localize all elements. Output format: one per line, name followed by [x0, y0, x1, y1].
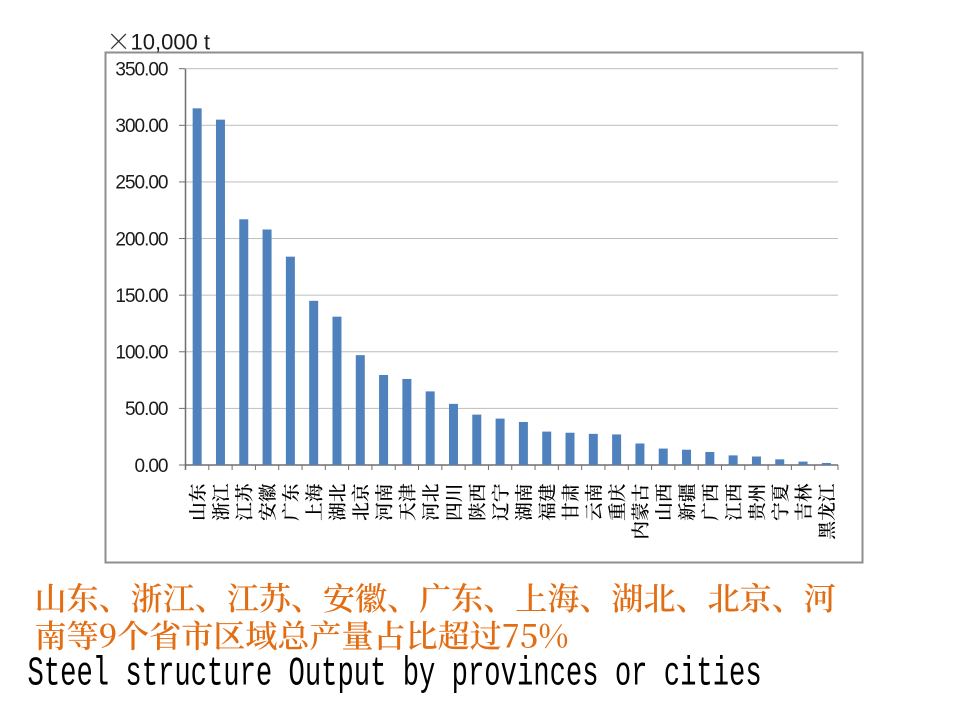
svg-text:50.00: 50.00	[125, 399, 168, 420]
svg-text:150.00: 150.00	[115, 286, 168, 307]
svg-text:100.00: 100.00	[115, 343, 168, 364]
svg-text:Steel structure Output by prov: Steel structure Output by provinces or c…	[28, 651, 762, 697]
svg-text:200.00: 200.00	[115, 229, 168, 250]
svg-text:350.00: 350.00	[115, 60, 168, 81]
svg-text:10,000 t: 10,000 t	[131, 30, 211, 55]
svg-text:250.00: 250.00	[115, 173, 168, 194]
svg-text:0.00: 0.00	[135, 456, 168, 477]
svg-text:300.00: 300.00	[115, 116, 168, 137]
